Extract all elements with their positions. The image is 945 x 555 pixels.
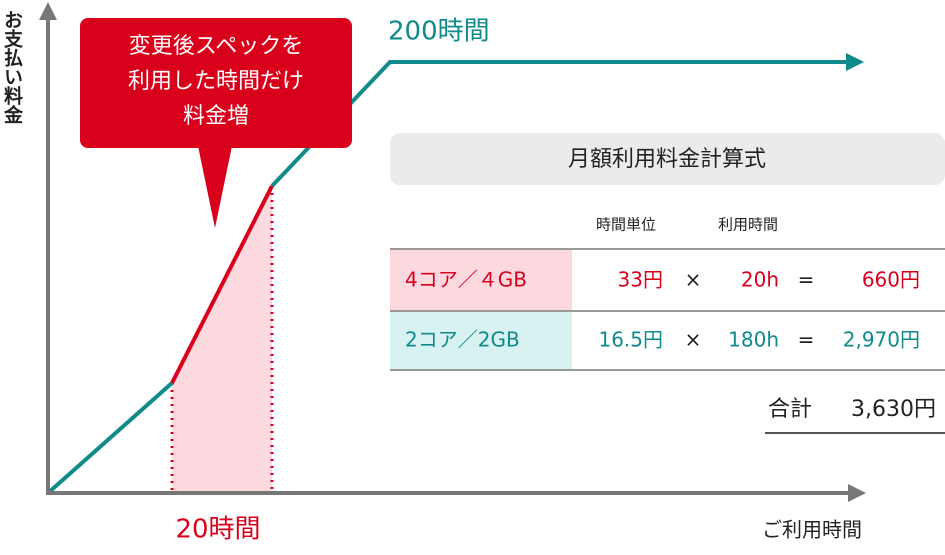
y-axis-label: お支払い料金 — [1, 10, 24, 124]
table-title-box — [390, 133, 945, 185]
upgrade-hours: 20時間 — [175, 515, 260, 545]
arrow-head — [848, 484, 866, 502]
cost-line-upgrade — [170, 185, 274, 384]
cost-line — [46, 381, 174, 495]
callout-text: 変更後スペックを — [129, 34, 303, 59]
table-cell: 33円 — [618, 268, 663, 292]
table-cell: 16.5円 — [598, 328, 663, 352]
row-label: 2コア／2GB — [405, 328, 520, 352]
row-label-cell — [390, 311, 572, 370]
table-header: 時間単位 — [596, 216, 656, 234]
table-cell: 2,970円 — [843, 328, 920, 352]
table-cell: × — [685, 328, 702, 352]
table-header: 利用時間 — [718, 216, 778, 234]
table-title: 月額利用料金計算式 — [568, 147, 766, 172]
total-value: 3,630円 — [851, 397, 936, 422]
end-hours: 200時間 — [388, 17, 490, 47]
table-cell: = — [798, 268, 815, 292]
table-cell: × — [685, 268, 702, 292]
arrow-head — [846, 53, 864, 71]
callout-box — [80, 18, 352, 148]
row-label-cell — [390, 249, 572, 311]
row-label: 4コア／４GB — [405, 268, 527, 292]
table-cell: 20h — [741, 268, 779, 292]
callout-pointer — [198, 146, 232, 228]
table-cell: = — [798, 328, 815, 352]
arrow-head — [39, 2, 57, 20]
callout-text: 料金増 — [183, 104, 249, 129]
total-label: 合計 — [768, 397, 812, 422]
upgrade-area — [172, 186, 272, 493]
callout-text: 利用した時間だけ — [128, 69, 304, 94]
table-cell: 660円 — [862, 268, 920, 292]
table-cell: 180h — [728, 328, 779, 352]
x-axis-label: ご利用時間 — [762, 518, 862, 542]
